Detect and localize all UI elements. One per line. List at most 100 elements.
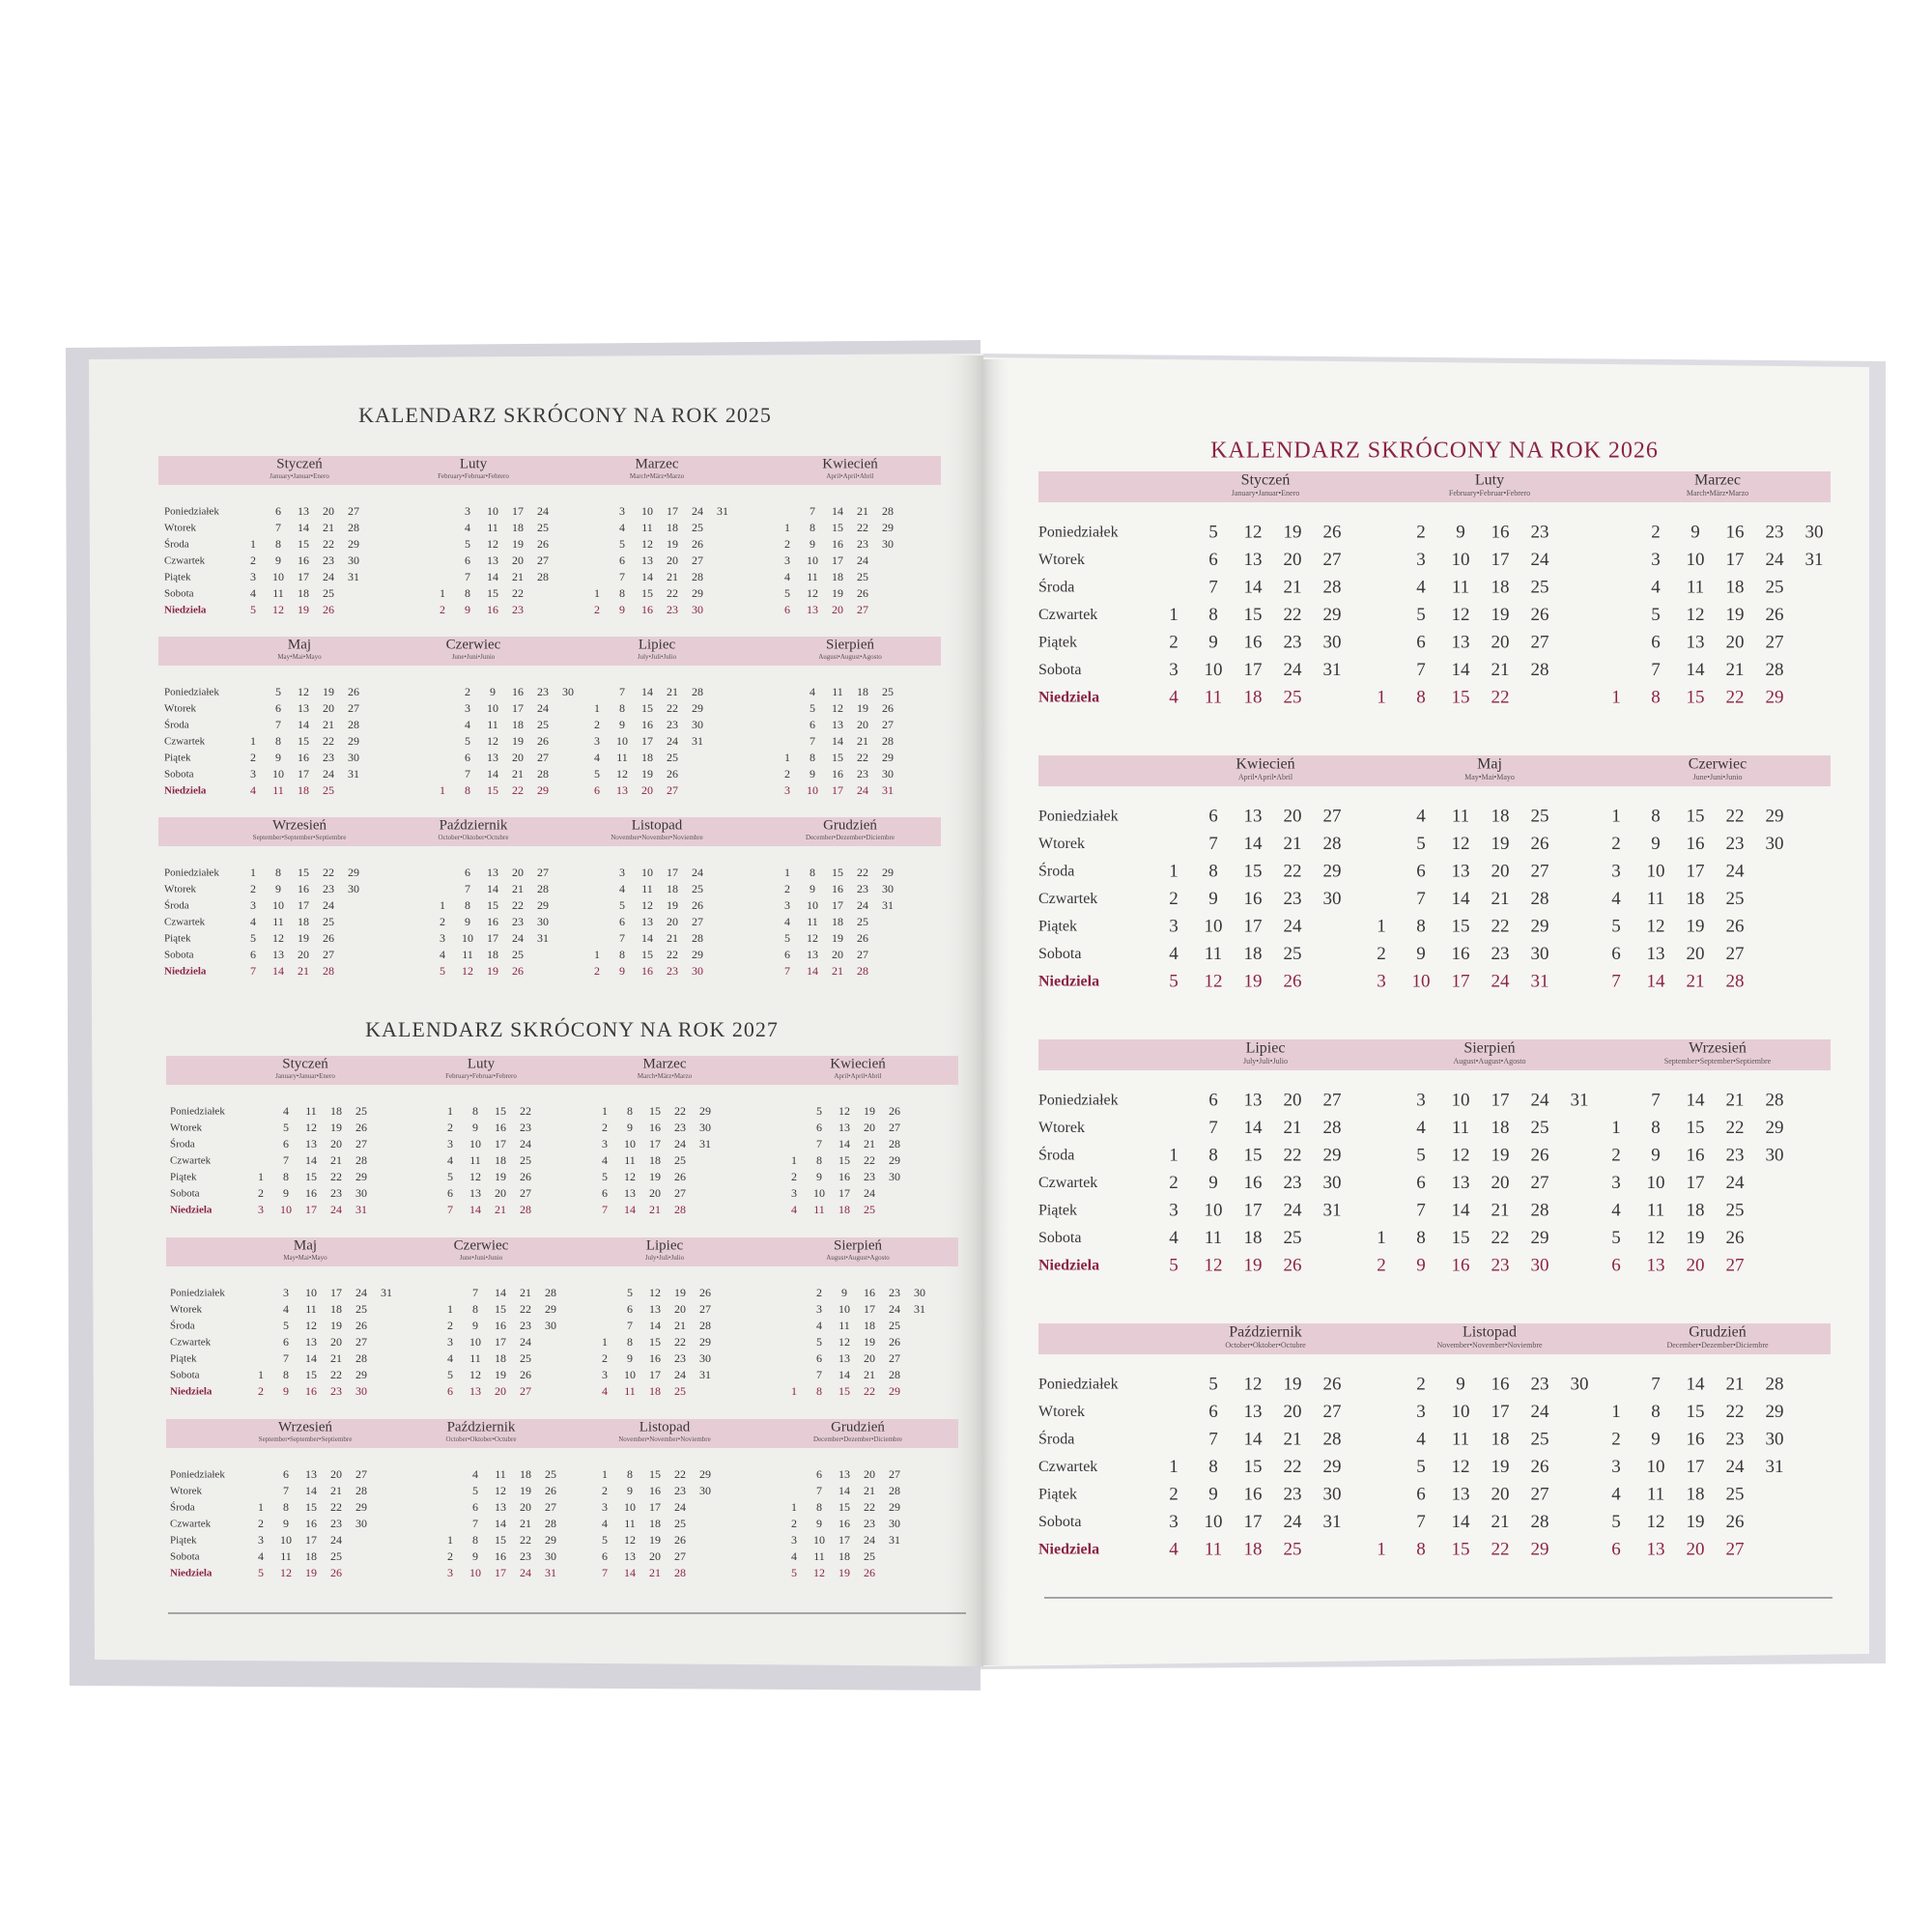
day-number: 13 xyxy=(807,603,818,616)
day-number: 17 xyxy=(649,1368,661,1381)
day-number: 15 xyxy=(1452,1228,1470,1248)
day-number: 1 xyxy=(440,586,445,600)
weekday-label: Wtorek xyxy=(164,523,196,534)
month-name: Luty xyxy=(468,1056,496,1071)
day-number: 17 xyxy=(298,898,309,912)
day-number: 5 xyxy=(275,685,281,698)
day-number: 2 xyxy=(447,1319,453,1332)
day-number: 7 xyxy=(283,1153,289,1167)
day-number: 7 xyxy=(619,685,625,698)
day-number: 28 xyxy=(355,1351,367,1365)
day-number: 12 xyxy=(1687,605,1705,625)
month-name: Wrzesień xyxy=(272,817,327,833)
day-number: 6 xyxy=(619,554,625,567)
day-number: 7 xyxy=(1611,971,1621,991)
day-number: 10 xyxy=(1205,1512,1223,1532)
day-number: 18 xyxy=(1492,806,1510,826)
day-number: 16 xyxy=(1492,1374,1510,1394)
day-number: 26 xyxy=(864,1566,875,1579)
day-number: 27 xyxy=(1323,1402,1342,1422)
day-number: 1 xyxy=(440,783,445,797)
day-number: 12 xyxy=(616,767,628,781)
day-number: 25 xyxy=(857,570,868,583)
day-number: 9 xyxy=(627,1351,633,1365)
day-number: 3 xyxy=(465,504,470,518)
day-number: 9 xyxy=(465,603,470,616)
month-subtitle: March•März•Marzo xyxy=(630,472,685,480)
day-number: 24 xyxy=(889,1302,900,1316)
day-number: 17 xyxy=(298,767,309,781)
day-number: 11 xyxy=(1647,1484,1664,1504)
day-number: 7 xyxy=(1416,1512,1426,1532)
month-name: Maj xyxy=(1477,755,1502,772)
day-number: 10 xyxy=(807,554,818,567)
day-number: 13 xyxy=(469,1384,481,1398)
day-number: 18 xyxy=(1726,577,1745,597)
day-number: 31 xyxy=(1805,550,1824,570)
day-number: 3 xyxy=(250,898,256,912)
day-number: 30 xyxy=(1571,1374,1589,1394)
day-number: 1 xyxy=(258,1170,264,1183)
day-number: 3 xyxy=(1169,660,1179,680)
day-number: 28 xyxy=(520,1203,531,1216)
day-number: 2 xyxy=(250,882,256,895)
day-number: 24 xyxy=(1284,916,1303,936)
day-number: 26 xyxy=(1531,1457,1549,1477)
day-number: 27 xyxy=(355,1137,367,1151)
day-number: 6 xyxy=(283,1467,289,1481)
gutter-shadow xyxy=(983,359,1012,1665)
day-number: 27 xyxy=(699,1302,711,1316)
day-number: 2 xyxy=(258,1384,264,1398)
day-number: 11 xyxy=(1452,806,1469,826)
day-number: 26 xyxy=(674,1170,686,1183)
day-number: 22 xyxy=(1284,861,1302,881)
day-number: 13 xyxy=(298,701,309,715)
weekday-label: Niedziela xyxy=(164,966,207,978)
day-number: 1 xyxy=(784,866,790,879)
day-number: 21 xyxy=(1284,577,1302,597)
day-number: 10 xyxy=(624,1137,636,1151)
day-number: 23 xyxy=(857,537,868,551)
day-number: 29 xyxy=(889,1500,900,1514)
day-number: 30 xyxy=(545,1549,556,1563)
day-number: 30 xyxy=(1531,1255,1549,1275)
day-number: 12 xyxy=(469,1368,481,1381)
day-number: 23 xyxy=(330,1186,342,1200)
day-number: 7 xyxy=(465,882,470,895)
day-number: 26 xyxy=(1766,605,1784,625)
day-number: 22 xyxy=(667,586,678,600)
day-number: 18 xyxy=(838,1203,850,1216)
month-band xyxy=(1038,755,1831,786)
day-number: 31 xyxy=(348,767,359,781)
day-number: 28 xyxy=(348,718,359,731)
day-number: 31 xyxy=(545,1566,556,1579)
day-number: 10 xyxy=(1647,1173,1665,1193)
day-number: 4 xyxy=(283,1104,289,1118)
day-number: 7 xyxy=(1416,1200,1426,1220)
day-number: 13 xyxy=(305,1137,317,1151)
day-number: 4 xyxy=(250,586,256,600)
day-number: 20 xyxy=(330,1467,342,1481)
day-number: 8 xyxy=(1208,861,1218,881)
day-number: 30 xyxy=(348,882,359,895)
day-number: 5 xyxy=(816,1335,822,1349)
day-number: 21 xyxy=(330,1153,342,1167)
day-number: 10 xyxy=(280,1533,292,1547)
day-number: 29 xyxy=(882,866,894,879)
day-number: 11 xyxy=(1205,944,1222,964)
day-number: 10 xyxy=(1647,861,1665,881)
day-number: 29 xyxy=(882,521,894,534)
day-number: 29 xyxy=(537,898,549,912)
day-number: 9 xyxy=(1651,1145,1661,1165)
day-number: 13 xyxy=(838,1467,850,1481)
day-number: 29 xyxy=(1323,1457,1342,1477)
day-number: 8 xyxy=(627,1467,633,1481)
day-number: 25 xyxy=(1284,944,1302,964)
day-number: 25 xyxy=(1726,1200,1745,1220)
day-number: 23 xyxy=(1726,834,1745,854)
day-number: 14 xyxy=(649,1319,661,1332)
day-number: 7 xyxy=(1416,889,1426,909)
day-number: 21 xyxy=(864,1137,875,1151)
day-number: 24 xyxy=(330,1533,342,1547)
day-number: 19 xyxy=(1492,1145,1510,1165)
